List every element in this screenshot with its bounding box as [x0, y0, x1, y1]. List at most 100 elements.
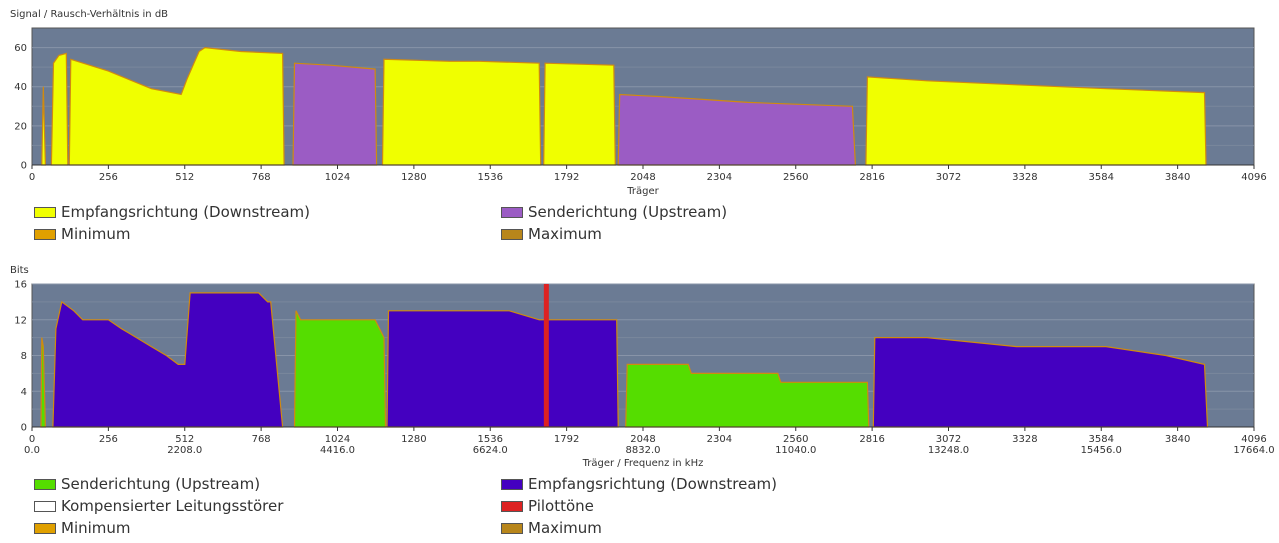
- legend-swatch: [501, 228, 523, 240]
- chart-2: 0 4 8 12 16 0 256 512 768 1024 1280 1536 1792 2048 230…: [10, 265, 1275, 469]
- x-tick-label: 1792: [554, 434, 579, 445]
- legend-item[interactable]: Pilottöne: [501, 497, 594, 515]
- y-tick-label: 40: [14, 82, 27, 93]
- x-tick-label: 3072: [936, 434, 961, 445]
- x-tick-label: 3328: [1012, 172, 1037, 183]
- x-tick-label: 1024: [325, 434, 350, 445]
- legend-label: Pilottöne: [528, 497, 594, 515]
- legend-label: Kompensierter Leitungsstörer: [61, 497, 284, 515]
- x-tick-label: 256: [99, 434, 118, 445]
- x-axis-label: Träger / Frequenz in kHz: [582, 458, 704, 469]
- y-tick-label: 12: [14, 315, 27, 326]
- legend-swatch: [34, 478, 56, 490]
- series-area-2-1: [292, 62, 378, 166]
- series-area-1-2: [293, 310, 387, 428]
- x-tick-label: 4096: [1241, 172, 1266, 183]
- series-area-1-3: [68, 46, 285, 166]
- x-freq-tick-label: 17664.0: [1233, 445, 1274, 456]
- legend-item[interactable]: Empfangsrichtung (Downstream): [501, 475, 777, 493]
- legend-item[interactable]: Maximum: [501, 225, 602, 243]
- x-tick-label: 2816: [859, 434, 884, 445]
- legend-swatch: [34, 206, 56, 218]
- legend-swatch: [501, 206, 523, 218]
- x-tick-label: 2816: [859, 172, 884, 183]
- x-freq-tick-label: 11040.0: [775, 445, 816, 456]
- x-tick-label: 256: [99, 172, 118, 183]
- legend-item[interactable]: Minimum: [34, 225, 131, 243]
- x-tick-label: 2560: [783, 434, 808, 445]
- legend-swatch: [501, 500, 523, 512]
- legend-label: Maximum: [528, 225, 602, 243]
- series-area-1-6: [865, 76, 1207, 166]
- x-freq-tick-label: 6624.0: [473, 445, 508, 456]
- legend-swatch: [34, 228, 56, 240]
- x-freq-tick-label: 15456.0: [1081, 445, 1122, 456]
- legend-item[interactable]: Maximum: [501, 519, 602, 537]
- legend-label: Senderichtung (Upstream): [61, 475, 261, 493]
- x-tick-label: 2304: [707, 434, 732, 445]
- series-area-2-2: [617, 93, 857, 166]
- legend-label: Minimum: [61, 519, 131, 537]
- legend-swatch: [501, 522, 523, 534]
- x-tick-label: 1280: [401, 172, 426, 183]
- series-area-1-4: [381, 58, 542, 166]
- y-tick-label: 0: [21, 161, 27, 172]
- legend-label: Empfangsrichtung (Downstream): [528, 475, 777, 493]
- legend-swatch: [501, 478, 523, 490]
- x-tick-label: 512: [175, 172, 194, 183]
- series-area-1-5: [543, 62, 616, 166]
- x-tick-label: 2048: [630, 434, 655, 445]
- y-axis-label: Bits: [10, 265, 29, 276]
- legend-item[interactable]: Senderichtung (Upstream): [501, 203, 727, 221]
- x-axis-label: Träger: [626, 186, 659, 197]
- x-tick-label: 2560: [783, 172, 808, 183]
- x-tick-label: 4096: [1241, 434, 1266, 445]
- y-axis-label: Signal / Rausch-Verhältnis in dB: [10, 9, 168, 20]
- legend-item[interactable]: Minimum: [34, 519, 131, 537]
- series-area-2-3: [872, 337, 1209, 428]
- legend-label: Empfangsrichtung (Downstream): [61, 203, 310, 221]
- series-area-2-2: [386, 310, 619, 428]
- x-tick-label: 1536: [478, 172, 503, 183]
- x-tick-label: 768: [252, 434, 271, 445]
- legend-item[interactable]: Empfangsrichtung (Downstream): [34, 203, 310, 221]
- x-tick-label: 0: [29, 434, 35, 445]
- chart-1: 0 20 40 60 0 256 512 768 1024 1280 1536 1792 2048 230…: [10, 9, 1267, 197]
- x-freq-tick-label: 13248.0: [928, 445, 969, 456]
- x-tick-label: 1536: [478, 434, 503, 445]
- legend-label: Senderichtung (Upstream): [528, 203, 728, 221]
- x-tick-label: 512: [175, 434, 194, 445]
- x-tick-label: 3328: [1012, 434, 1037, 445]
- pilot-tone-marker: [543, 284, 549, 427]
- series-area-1-2: [50, 52, 69, 166]
- x-tick-label: 3840: [1165, 172, 1190, 183]
- y-tick-label: 60: [14, 43, 27, 54]
- x-tick-label: 3072: [936, 172, 961, 183]
- x-tick-label: 1024: [325, 172, 350, 183]
- y-tick-label: 0: [21, 423, 27, 434]
- x-tick-label: 2048: [630, 172, 655, 183]
- x-freq-tick-label: 0.0: [24, 445, 40, 456]
- legend-label: Maximum: [528, 519, 602, 537]
- x-tick-label: 1280: [401, 434, 426, 445]
- legend-swatch: [34, 522, 56, 534]
- x-tick-label: 768: [252, 172, 271, 183]
- y-tick-label: 4: [21, 387, 27, 398]
- x-freq-tick-label: 4416.0: [320, 445, 355, 456]
- legend-item[interactable]: Kompensierter Leitungsstörer: [34, 497, 283, 515]
- y-tick-label: 8: [21, 351, 27, 362]
- y-tick-label: 16: [14, 280, 27, 291]
- series-area-1-3: [625, 363, 870, 428]
- x-tick-label: 3584: [1089, 434, 1114, 445]
- x-tick-label: 2304: [707, 172, 732, 183]
- x-tick-label: 3840: [1165, 434, 1190, 445]
- series-area-2-1: [52, 292, 284, 428]
- x-freq-tick-label: 2208.0: [167, 445, 202, 456]
- legend-label: Minimum: [61, 225, 131, 243]
- x-tick-label: 3584: [1089, 172, 1114, 183]
- y-tick-label: 20: [14, 121, 27, 132]
- legend-swatch: [34, 500, 56, 512]
- legend-item[interactable]: Senderichtung (Upstream): [34, 475, 260, 493]
- x-freq-tick-label: 8832.0: [626, 445, 661, 456]
